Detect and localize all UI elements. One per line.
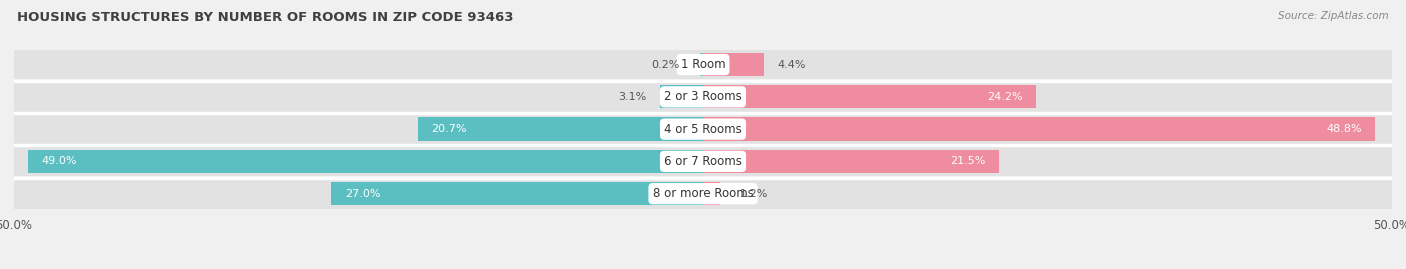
Text: 1 Room: 1 Room: [681, 58, 725, 71]
Text: 6 or 7 Rooms: 6 or 7 Rooms: [664, 155, 742, 168]
Text: 20.7%: 20.7%: [432, 124, 467, 134]
Text: 8 or more Rooms: 8 or more Rooms: [652, 187, 754, 200]
Text: Source: ZipAtlas.com: Source: ZipAtlas.com: [1278, 11, 1389, 21]
Bar: [14, 114, 1392, 144]
Bar: [14, 179, 1392, 208]
Bar: [14, 147, 1392, 176]
Bar: [703, 85, 1036, 108]
Bar: [700, 53, 703, 76]
Text: 2 or 3 Rooms: 2 or 3 Rooms: [664, 90, 742, 103]
Text: 24.2%: 24.2%: [987, 92, 1022, 102]
Text: 21.5%: 21.5%: [950, 156, 986, 167]
Bar: [28, 150, 703, 173]
Text: 48.8%: 48.8%: [1326, 124, 1361, 134]
Bar: [661, 85, 703, 108]
Text: 49.0%: 49.0%: [42, 156, 77, 167]
Bar: [703, 182, 720, 205]
Text: 1.2%: 1.2%: [740, 189, 769, 199]
Text: 4 or 5 Rooms: 4 or 5 Rooms: [664, 123, 742, 136]
Text: HOUSING STRUCTURES BY NUMBER OF ROOMS IN ZIP CODE 93463: HOUSING STRUCTURES BY NUMBER OF ROOMS IN…: [17, 11, 513, 24]
Text: 0.2%: 0.2%: [651, 59, 679, 70]
Bar: [703, 118, 1375, 141]
Bar: [14, 82, 1392, 112]
Bar: [703, 53, 763, 76]
Bar: [14, 50, 1392, 79]
Text: 4.4%: 4.4%: [778, 59, 806, 70]
Bar: [330, 182, 703, 205]
Bar: [703, 150, 1000, 173]
Text: 27.0%: 27.0%: [344, 189, 380, 199]
Bar: [418, 118, 703, 141]
Text: 3.1%: 3.1%: [619, 92, 647, 102]
